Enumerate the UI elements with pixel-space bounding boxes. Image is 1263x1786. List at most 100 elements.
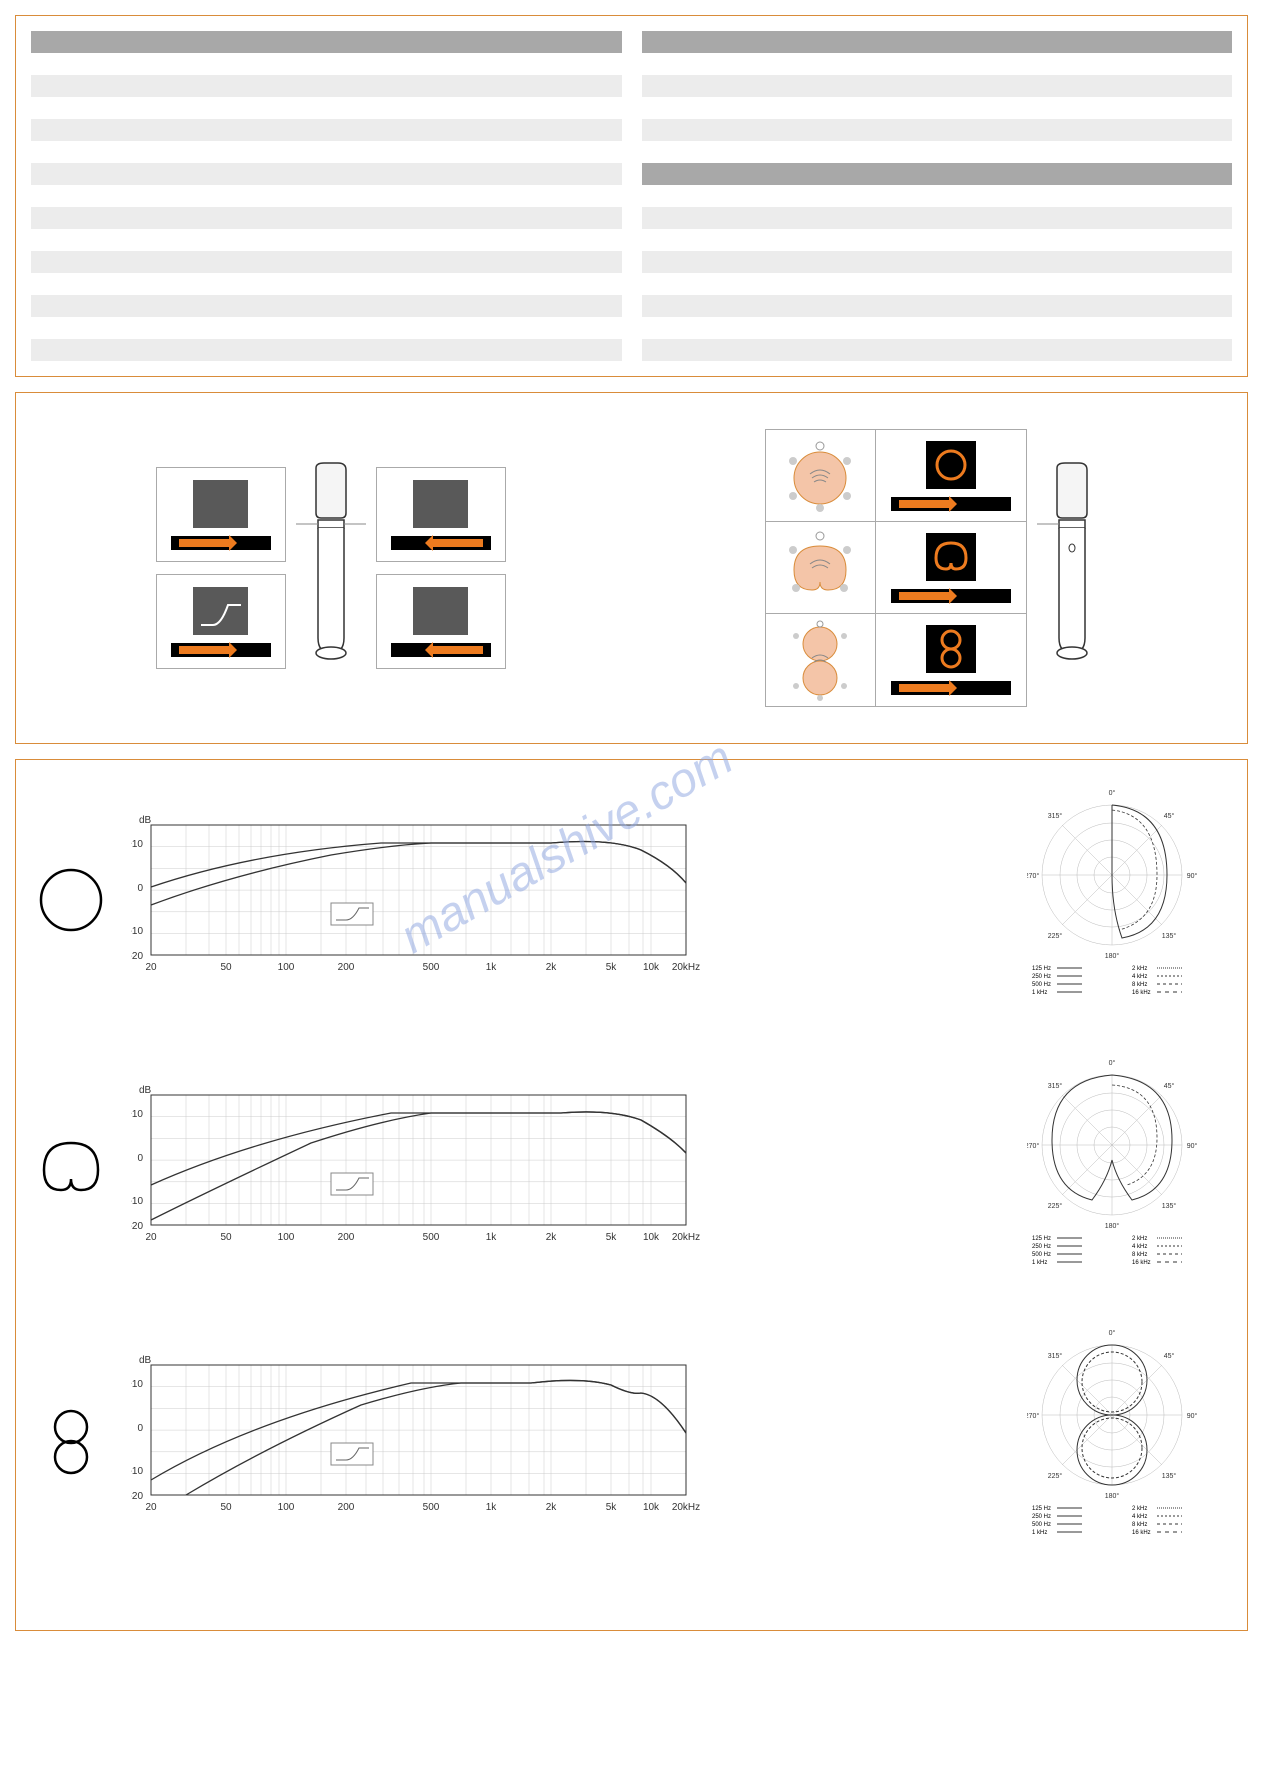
svg-text:10k: 10k bbox=[643, 962, 660, 973]
svg-text:-20: -20 bbox=[131, 1221, 143, 1232]
svg-text:200: 200 bbox=[338, 962, 355, 973]
svg-text:-20: -20 bbox=[131, 951, 143, 962]
cardioid-visual-icon bbox=[778, 528, 863, 608]
chart-row-figure8: dB 20501002005001k2k5k10k20kHz+100-10-20… bbox=[36, 1330, 1227, 1550]
polar-chart: 0°315°270°225°180°135°90°45°125 Hz250 Hz… bbox=[1027, 790, 1202, 1005]
svg-text:100: 100 bbox=[278, 962, 295, 973]
slider-bar bbox=[391, 643, 491, 657]
svg-text:8 kHz: 8 kHz bbox=[1132, 982, 1147, 988]
svg-text:2k: 2k bbox=[546, 962, 558, 973]
svg-text:1 kHz: 1 kHz bbox=[1032, 990, 1047, 996]
frequency-chart: dB 20501002005001k2k5k10k20kHz+100-10-20 bbox=[131, 1085, 711, 1250]
svg-text:20kHz: 20kHz bbox=[672, 962, 700, 973]
svg-text:-10: -10 bbox=[131, 1466, 143, 1477]
svg-text:0°: 0° bbox=[1109, 1060, 1116, 1067]
svg-text:500 Hz: 500 Hz bbox=[1032, 1252, 1051, 1258]
charts-section: dB 20501002005001k2k5k10k20kHz+100-10-20… bbox=[15, 759, 1248, 1631]
svg-text:125 Hz: 125 Hz bbox=[1032, 1236, 1051, 1242]
svg-text:5k: 5k bbox=[606, 962, 618, 973]
svg-text:90°: 90° bbox=[1187, 1412, 1198, 1420]
arrow-left-icon bbox=[433, 646, 483, 654]
omni-icon bbox=[926, 441, 976, 489]
svg-text:0: 0 bbox=[137, 883, 143, 894]
svg-text:10k: 10k bbox=[643, 1232, 660, 1243]
svg-text:8 kHz: 8 kHz bbox=[1132, 1522, 1147, 1528]
table-row bbox=[642, 75, 1233, 97]
svg-text:180°: 180° bbox=[1105, 1222, 1120, 1230]
table-row bbox=[642, 163, 1233, 185]
svg-text:+10: +10 bbox=[131, 839, 143, 850]
svg-text:5k: 5k bbox=[606, 1232, 618, 1243]
table-row bbox=[31, 295, 622, 317]
svg-text:225°: 225° bbox=[1048, 1472, 1063, 1480]
svg-text:4 kHz: 4 kHz bbox=[1132, 1514, 1147, 1520]
table-row bbox=[31, 97, 622, 119]
svg-text:16 kHz: 16 kHz bbox=[1132, 1260, 1151, 1266]
svg-text:270°: 270° bbox=[1027, 1412, 1039, 1420]
svg-text:500: 500 bbox=[423, 1502, 440, 1513]
table-row bbox=[31, 317, 622, 339]
svg-text:180°: 180° bbox=[1105, 1492, 1120, 1500]
svg-text:16 kHz: 16 kHz bbox=[1132, 1530, 1151, 1536]
table-row bbox=[642, 295, 1233, 317]
svg-text:315°: 315° bbox=[1048, 1082, 1063, 1090]
svg-text:0: 0 bbox=[137, 1423, 143, 1434]
filter-icon bbox=[193, 587, 248, 635]
svg-text:16 kHz: 16 kHz bbox=[1132, 990, 1151, 996]
arrow-right-icon bbox=[899, 500, 949, 508]
svg-text:45°: 45° bbox=[1164, 1352, 1175, 1360]
table-row bbox=[31, 119, 622, 141]
svg-text:1k: 1k bbox=[486, 962, 498, 973]
svg-text:225°: 225° bbox=[1048, 1202, 1063, 1210]
svg-text:-20: -20 bbox=[131, 1491, 143, 1502]
pad-box bbox=[376, 467, 506, 562]
svg-text:8 kHz: 8 kHz bbox=[1132, 1252, 1147, 1258]
svg-text:250 Hz: 250 Hz bbox=[1032, 1244, 1051, 1250]
figure8-symbol-icon bbox=[36, 1405, 106, 1475]
table-row bbox=[642, 185, 1233, 207]
svg-text:200: 200 bbox=[338, 1502, 355, 1513]
svg-text:2k: 2k bbox=[546, 1232, 558, 1243]
svg-text:135°: 135° bbox=[1162, 1202, 1177, 1210]
table-row bbox=[642, 229, 1233, 251]
svg-text:500 Hz: 500 Hz bbox=[1032, 1522, 1051, 1528]
microphone-icon bbox=[296, 458, 366, 678]
table-row bbox=[31, 141, 622, 163]
table-row bbox=[642, 207, 1233, 229]
pattern-diagram bbox=[765, 428, 1107, 708]
table-row bbox=[642, 141, 1233, 163]
svg-text:0°: 0° bbox=[1109, 1330, 1116, 1337]
arrow-left-icon bbox=[433, 539, 483, 547]
svg-text:315°: 315° bbox=[1048, 1352, 1063, 1360]
omni-symbol-icon bbox=[36, 865, 106, 935]
pattern-cardioid-row bbox=[766, 522, 1026, 614]
table-row bbox=[31, 207, 622, 229]
tables-wrap bbox=[31, 31, 1232, 361]
svg-text:100: 100 bbox=[278, 1502, 295, 1513]
table-row bbox=[642, 339, 1233, 361]
slider-bar bbox=[391, 536, 491, 550]
svg-text:4 kHz: 4 kHz bbox=[1132, 1244, 1147, 1250]
slider-bar bbox=[171, 536, 271, 550]
svg-text:135°: 135° bbox=[1162, 932, 1177, 940]
svg-text:50: 50 bbox=[220, 962, 232, 973]
table-row bbox=[642, 251, 1233, 273]
svg-text:5k: 5k bbox=[606, 1502, 618, 1513]
table-row bbox=[31, 163, 622, 185]
slider-bar bbox=[891, 681, 1011, 695]
slider-bar bbox=[891, 497, 1011, 511]
table-row bbox=[642, 53, 1233, 75]
table-row bbox=[642, 97, 1233, 119]
slider-bar bbox=[891, 589, 1011, 603]
svg-text:1k: 1k bbox=[486, 1502, 498, 1513]
svg-text:1k: 1k bbox=[486, 1232, 498, 1243]
svg-text:20: 20 bbox=[145, 962, 157, 973]
cardioid-icon bbox=[926, 533, 976, 581]
table-row bbox=[31, 75, 622, 97]
slider-bar bbox=[171, 643, 271, 657]
arrow-right-icon bbox=[899, 592, 949, 600]
svg-text:135°: 135° bbox=[1162, 1472, 1177, 1480]
arrow-right-icon bbox=[899, 684, 949, 692]
chart-row-cardioid: dB 20501002005001k2k5k10k20kHz+100-10-20… bbox=[36, 1060, 1227, 1280]
svg-text:125 Hz: 125 Hz bbox=[1032, 1506, 1051, 1512]
